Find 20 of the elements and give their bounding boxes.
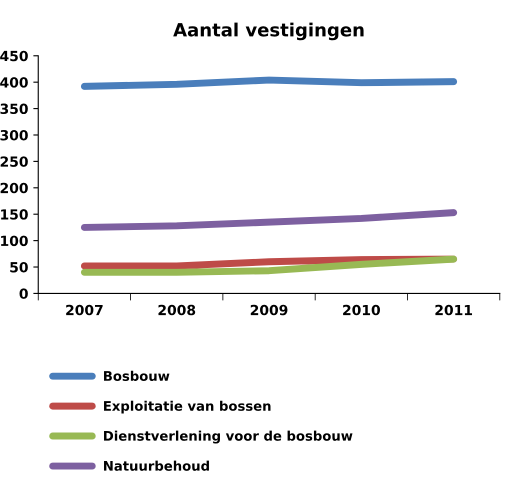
legend-label: Natuurbehoud xyxy=(104,460,209,471)
x-tick-label: 2009 xyxy=(250,304,288,316)
chart-title: Aantal vestigingen xyxy=(173,22,364,40)
y-tick-label: 400 xyxy=(0,77,28,88)
x-tick-label: 2011 xyxy=(435,304,472,316)
y-tick-label: 200 xyxy=(0,182,28,194)
y-tick-label: 450 xyxy=(0,50,28,62)
legend-label: Exploitatie van bossen xyxy=(104,400,270,414)
y-tick-label: 350 xyxy=(0,104,28,114)
x-tick-label: 2008 xyxy=(158,304,196,316)
y-tick-label: 250 xyxy=(0,156,28,167)
y-tick-label: 300 xyxy=(0,130,28,140)
x-tick-label: 2007 xyxy=(66,304,103,316)
x-tick-label: 2010 xyxy=(343,304,380,316)
legend-label: Dienstverlening voor de bosbouw xyxy=(104,430,352,444)
y-tick-label: 0 xyxy=(20,288,28,299)
legend-label: Bosbouw xyxy=(104,370,170,381)
y-tick-label: 150 xyxy=(1,209,28,220)
y-tick-label: 100 xyxy=(1,236,28,246)
y-tick-label: 50 xyxy=(10,262,28,272)
